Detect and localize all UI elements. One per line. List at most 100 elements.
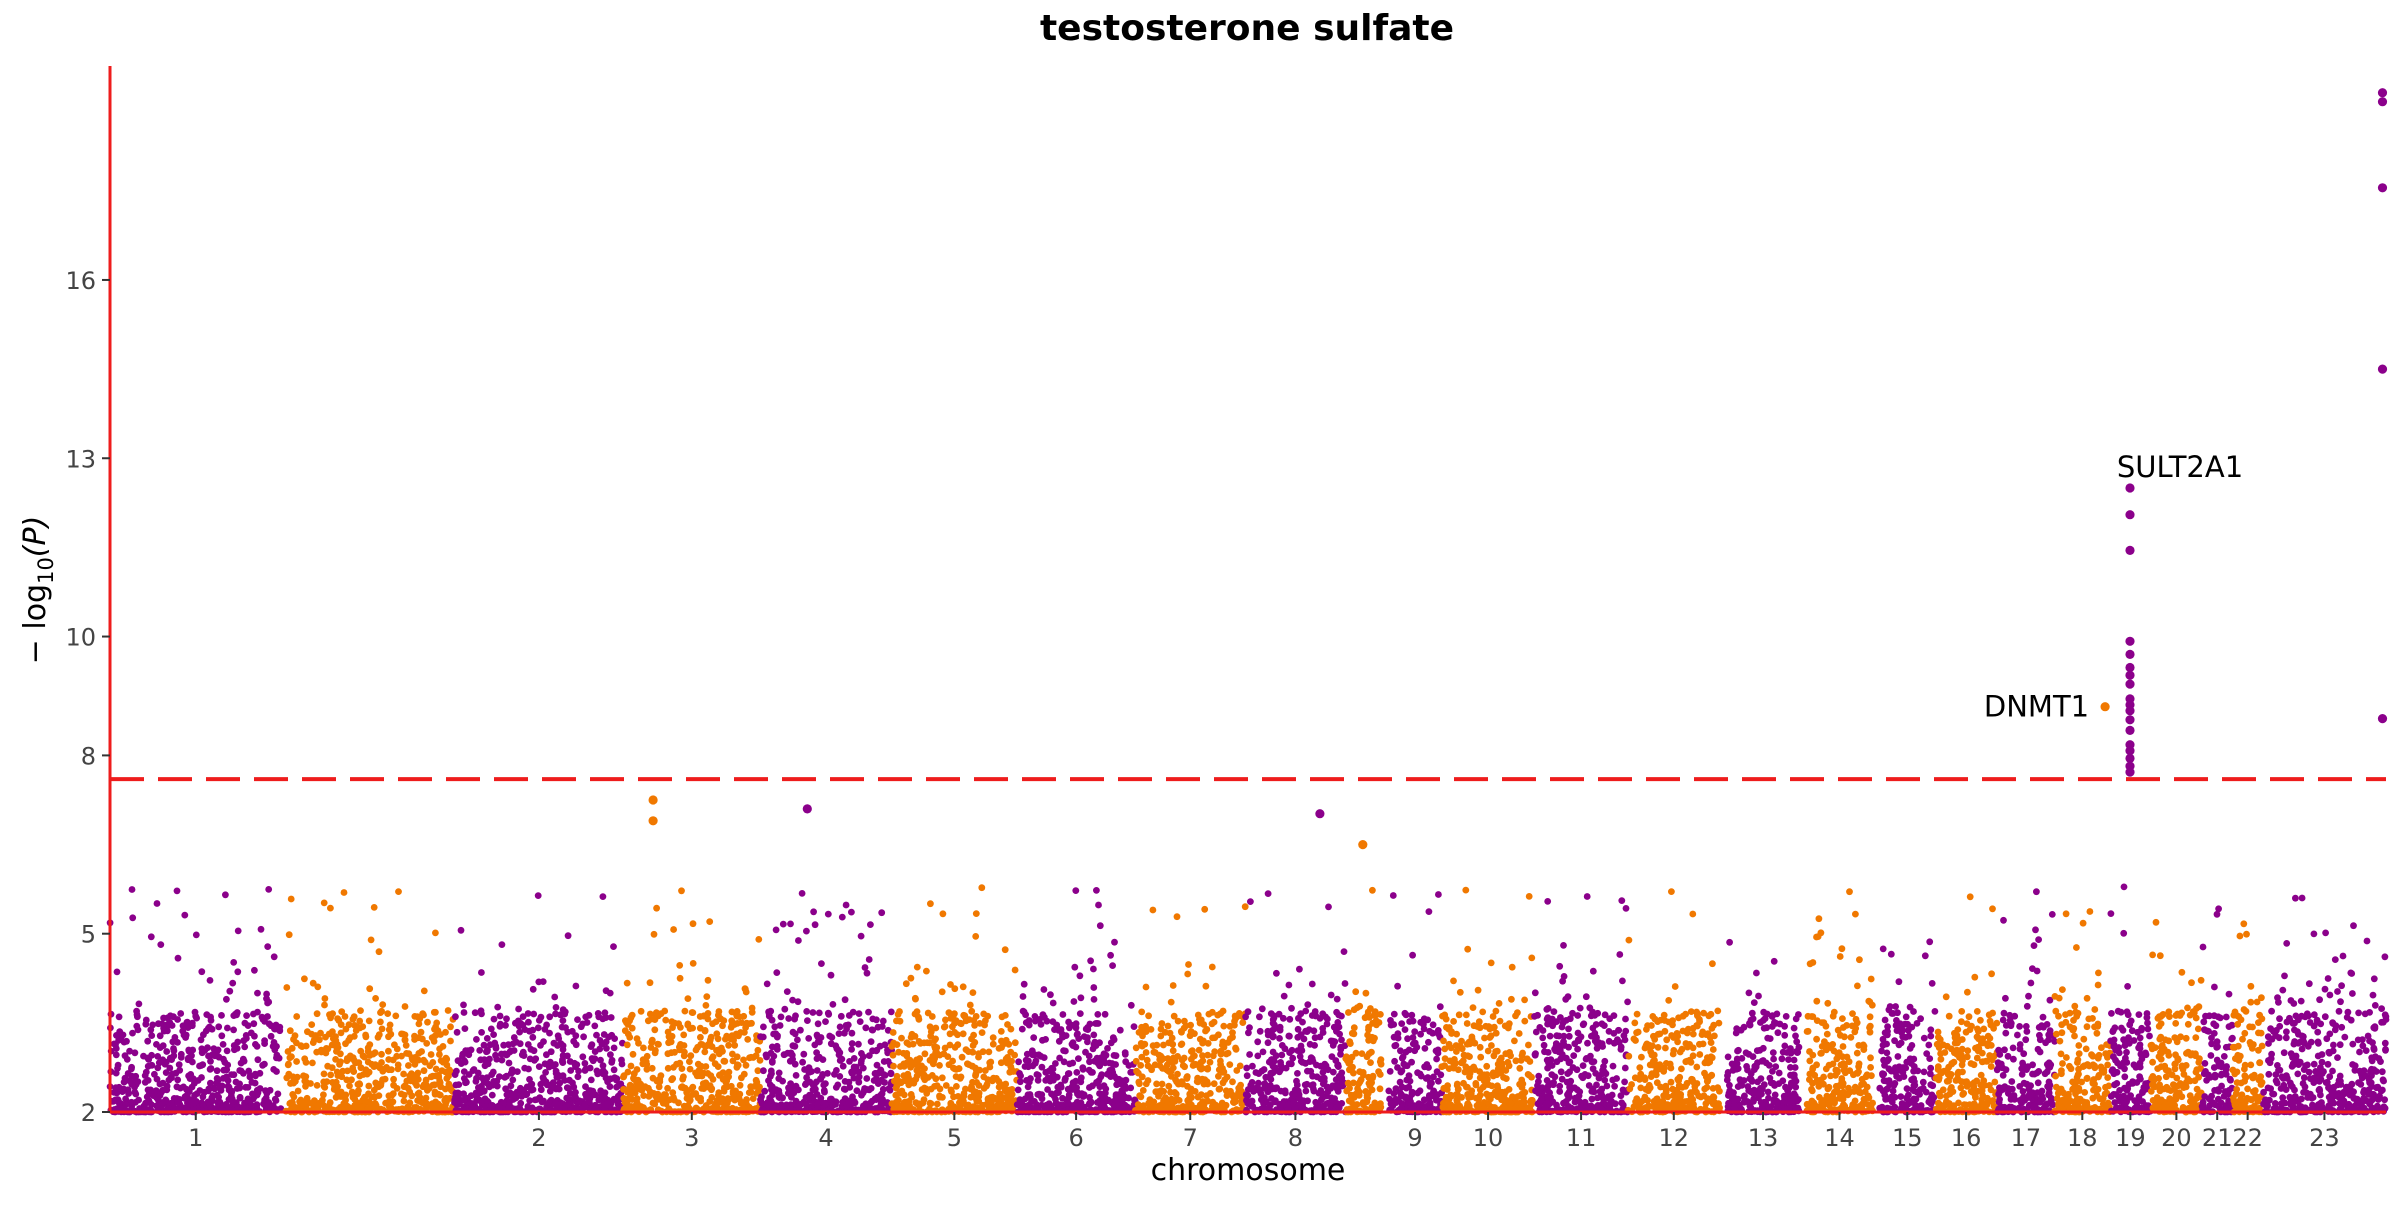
snp-point xyxy=(913,1008,921,1015)
snp-point xyxy=(703,993,711,1000)
snp-point xyxy=(1033,1071,1041,1078)
snp-point xyxy=(516,1028,523,1036)
snp-point xyxy=(648,1036,656,1044)
snp-point xyxy=(811,921,819,929)
snp-point xyxy=(534,892,542,899)
snp-point xyxy=(623,979,631,987)
snp-point xyxy=(129,1100,136,1107)
snp-point xyxy=(1423,1061,1431,1068)
snp-point xyxy=(1093,887,1100,894)
snp-point xyxy=(1394,1064,1401,1071)
snp-point xyxy=(1546,1032,1554,1040)
chromosome-points xyxy=(757,890,895,1116)
snp-point xyxy=(1540,1041,1548,1049)
snp-point xyxy=(447,1037,454,1045)
snp-point xyxy=(599,893,607,900)
snp-point xyxy=(798,890,806,897)
snp-point xyxy=(873,1046,881,1054)
snp-point xyxy=(231,1046,238,1054)
snp-point xyxy=(359,1023,367,1030)
snp-point xyxy=(898,1034,905,1042)
snp-point xyxy=(962,1017,970,1025)
snp-point xyxy=(509,1076,517,1084)
snp-point xyxy=(271,1095,279,1103)
snp-point xyxy=(1082,1048,1089,1056)
snp-point xyxy=(406,1099,414,1107)
snp-point xyxy=(503,1091,511,1099)
snp-point xyxy=(460,1001,467,1009)
snp-point xyxy=(1340,948,1348,955)
snp-point xyxy=(1271,1021,1278,1029)
snp-point xyxy=(559,1042,567,1049)
snp-point xyxy=(989,1040,997,1048)
snp-point xyxy=(795,937,802,944)
snp-point xyxy=(1017,1072,1024,1080)
snp-point xyxy=(148,1032,156,1039)
snp-point xyxy=(1464,945,1472,953)
snp-point xyxy=(950,1103,957,1111)
snp-point xyxy=(1233,1067,1241,1074)
snp-point xyxy=(748,1008,756,1016)
snp-point xyxy=(1484,1047,1492,1055)
snp-point xyxy=(537,1086,545,1094)
snp-point xyxy=(128,886,136,893)
snp-point xyxy=(1053,1021,1061,1029)
snp-point xyxy=(526,1097,534,1104)
snp-point xyxy=(309,979,317,987)
snp-point xyxy=(1365,1026,1372,1034)
snp-point xyxy=(809,1094,817,1101)
snp-point xyxy=(948,1088,955,1095)
snp-point xyxy=(1327,991,1335,999)
snp-point xyxy=(129,1029,136,1037)
snp-point xyxy=(546,1058,554,1066)
snp-point xyxy=(827,971,835,979)
snp-point xyxy=(1455,1011,1463,1019)
snp-point xyxy=(222,891,229,899)
snp-point xyxy=(855,1010,863,1017)
snp-point xyxy=(1317,1062,1325,1070)
snp-point xyxy=(752,1052,760,1060)
snp-point xyxy=(1062,1047,1069,1055)
snp-point xyxy=(564,1052,571,1060)
snp-point xyxy=(467,1046,475,1054)
snp-point xyxy=(1127,1069,1135,1076)
snp-point xyxy=(1447,1091,1455,1099)
snp-point xyxy=(794,1036,801,1044)
snp-point xyxy=(1258,1067,1266,1075)
snp-point xyxy=(1352,988,1360,996)
snp-point xyxy=(1203,1065,1211,1073)
snp-point xyxy=(215,1023,223,1031)
snp-point xyxy=(473,1093,481,1100)
snp-point xyxy=(423,1102,431,1110)
snp-point xyxy=(263,1102,271,1110)
snp-point xyxy=(559,1059,567,1066)
snp-point xyxy=(308,1021,316,1028)
snp-point xyxy=(588,1041,596,1049)
snp-point xyxy=(1076,1010,1084,1017)
snp-point xyxy=(322,1049,330,1057)
snp-point xyxy=(1471,1066,1479,1073)
snp-point xyxy=(131,1049,139,1057)
snp-point xyxy=(745,1089,753,1096)
snp-point xyxy=(730,1095,738,1103)
snp-point xyxy=(270,1039,278,1046)
snp-point xyxy=(1333,995,1341,1003)
snp-point xyxy=(165,1076,173,1084)
snp-point xyxy=(1286,1015,1294,1023)
snp-point xyxy=(980,1010,988,1018)
snp-point xyxy=(354,1081,362,1088)
snp-point xyxy=(452,1095,460,1102)
snp-point xyxy=(553,1102,561,1110)
snp-point xyxy=(175,1061,183,1068)
snp-point xyxy=(123,1056,131,1063)
snp-point xyxy=(1222,1087,1230,1095)
snp-point xyxy=(1330,1039,1338,1046)
snp-point xyxy=(700,1012,708,1020)
snp-point xyxy=(1518,1076,1526,1084)
snp-point xyxy=(155,1020,162,1028)
snp-point xyxy=(441,1096,449,1104)
snp-point xyxy=(933,1082,941,1089)
snp-point xyxy=(461,1057,468,1065)
snp-point xyxy=(249,1090,256,1098)
snp-point xyxy=(1004,1021,1011,1028)
